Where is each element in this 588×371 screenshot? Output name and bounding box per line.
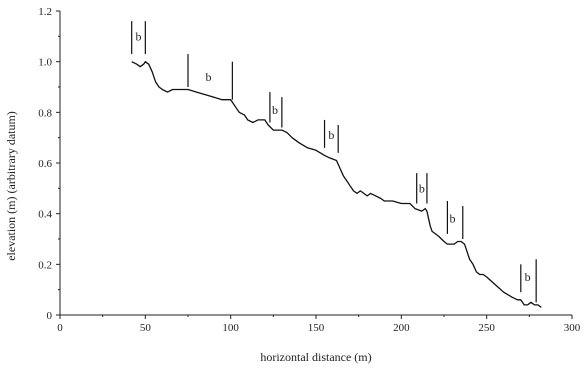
plot-area bbox=[131, 61, 542, 308]
y-tick-label: 0.8 bbox=[38, 107, 52, 119]
x-tick-label: 150 bbox=[308, 322, 325, 334]
segment-label-b: b bbox=[419, 181, 425, 195]
y-tick-label: 0.6 bbox=[38, 158, 52, 170]
y-tick-label: 0.2 bbox=[38, 259, 52, 271]
segment-label-b: b bbox=[525, 270, 531, 284]
axes: 0 50 100 150 200 250 300 0 0.2 0.4 0.6 0.8 1.0 1.2 bbox=[38, 6, 581, 334]
y-tick-label: 1.2 bbox=[38, 6, 52, 18]
x-axis-label: horizontal distance (m) bbox=[260, 350, 371, 364]
x-tick-label: 100 bbox=[222, 322, 239, 334]
annotations: b b b b b b b bbox=[131, 21, 537, 303]
x-tick-label: 50 bbox=[140, 322, 152, 334]
y-tick-label: 0.4 bbox=[38, 209, 52, 221]
x-tick-label: 200 bbox=[393, 322, 410, 334]
y-tick-label: 0 bbox=[47, 310, 53, 322]
segment-label-b: b bbox=[272, 103, 278, 117]
elevation-profile-line bbox=[131, 61, 542, 308]
x-tick-label: 0 bbox=[57, 322, 63, 334]
segment-label-b: b bbox=[328, 128, 334, 142]
y-tick-label: 1.0 bbox=[38, 57, 52, 69]
x-tick-label: 250 bbox=[478, 322, 495, 334]
x-tick-label: 300 bbox=[564, 322, 581, 334]
segment-label-b: b bbox=[136, 29, 142, 43]
segment-label-b: b bbox=[205, 70, 211, 84]
y-axis-label: elevation (m) (arbitrary datum) bbox=[4, 111, 18, 261]
segment-label-b: b bbox=[450, 212, 456, 226]
